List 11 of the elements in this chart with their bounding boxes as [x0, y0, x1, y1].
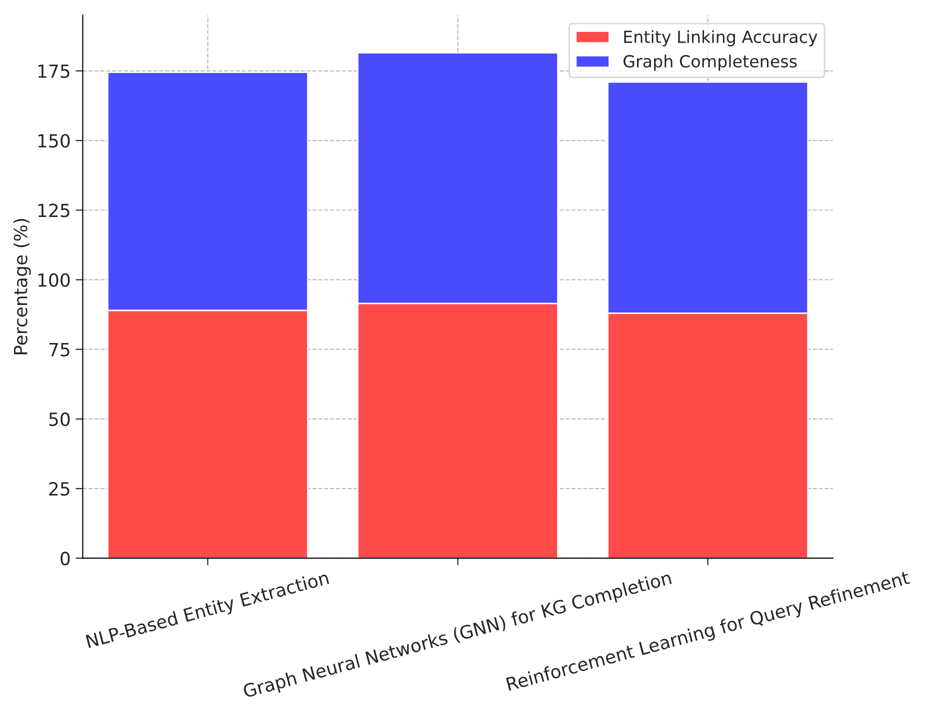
- y-tick-label: 125: [38, 204, 70, 218]
- legend-label: Graph Completeness: [624, 54, 797, 71]
- y-tick-label: 175: [38, 64, 70, 78]
- y-axis-title: Percentage (%): [13, 218, 31, 354]
- y-tick-label: 150: [38, 134, 70, 148]
- y-tick-label: 100: [38, 273, 70, 287]
- y-tick-label: 0: [60, 552, 70, 566]
- legend-label: Entity Linking Accuracy: [624, 30, 818, 46]
- y-tick-label: 50: [49, 412, 70, 426]
- y-tick-label: 25: [49, 482, 70, 496]
- y-tick-label: 75: [49, 343, 70, 356]
